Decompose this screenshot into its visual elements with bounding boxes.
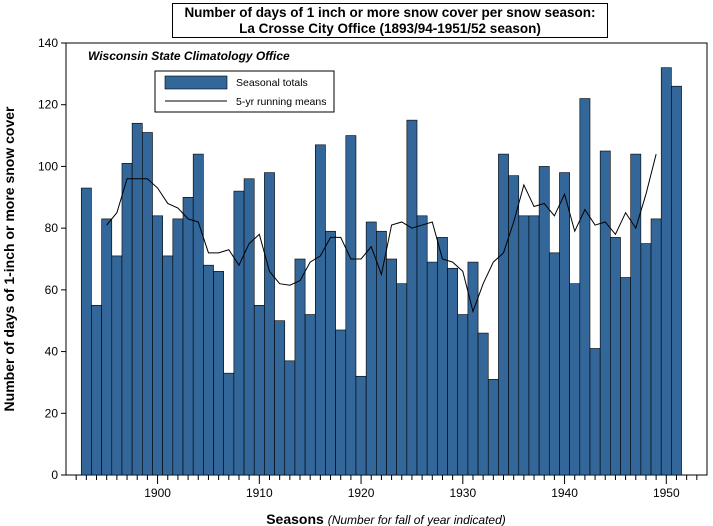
bar [610, 237, 621, 476]
bar [223, 372, 235, 476]
bar [365, 221, 377, 476]
chart-title: Number of days of 1 inch or more snow co… [184, 5, 596, 20]
bar [121, 163, 133, 476]
bar [182, 196, 194, 476]
bar [264, 172, 275, 476]
x-tick-label: 1950 [653, 486, 680, 500]
bar [416, 215, 428, 476]
y-tick-label: 80 [45, 221, 59, 235]
x-tick-label: 1920 [348, 486, 375, 500]
bar [131, 122, 143, 476]
bar [213, 271, 224, 476]
bar [152, 215, 163, 476]
bar [243, 178, 255, 476]
bar [437, 237, 448, 476]
bar [233, 190, 245, 476]
bar [91, 304, 102, 476]
bar [457, 314, 469, 476]
x-tick-label: 1900 [144, 486, 171, 500]
legend-swatch-bar [164, 75, 228, 90]
y-tick-label: 140 [38, 36, 58, 50]
bar [304, 314, 316, 476]
y-axis: 0 20 40 60 80 100 120 140 [38, 36, 66, 482]
y-tick-label: 120 [38, 98, 58, 112]
bar [80, 187, 92, 476]
bar [314, 144, 326, 476]
y-tick-label: 40 [45, 345, 59, 359]
legend-label-bar: Seasonal totals [236, 77, 308, 89]
bar [559, 172, 570, 476]
bar [426, 261, 438, 476]
x-tick-label: 1930 [449, 486, 476, 500]
bar [376, 230, 387, 476]
bar [325, 230, 336, 476]
running-mean-series [106, 153, 657, 314]
bar [660, 67, 672, 476]
y-tick-label: 20 [45, 406, 59, 420]
bar [162, 255, 174, 476]
running-mean-line [106, 153, 657, 314]
bar [172, 218, 184, 476]
bar [650, 218, 662, 476]
x-tick-label: 1940 [551, 486, 578, 500]
bar [498, 153, 509, 476]
bar [630, 153, 642, 476]
bar [355, 375, 367, 476]
legend-label-line: 5-yr running means [236, 96, 326, 108]
bar [477, 332, 489, 476]
bar [548, 252, 560, 476]
bar [406, 119, 418, 476]
y-tick-label: 60 [45, 283, 59, 297]
bar [538, 166, 550, 476]
bar [192, 153, 204, 476]
y-tick-label: 0 [51, 468, 58, 482]
bar [386, 258, 397, 476]
legend: Seasonal totals 5-yr running means [154, 70, 335, 113]
y-axis-title: Number of days of 1-inch or more snow co… [1, 106, 17, 412]
bar-series [80, 67, 682, 476]
x-tick-label: 1910 [246, 486, 273, 500]
bar [345, 135, 357, 476]
bar [528, 215, 540, 476]
x-axis: 1900 1910 1920 1930 1940 1950 [75, 475, 698, 500]
bar [589, 348, 601, 476]
chart-subtitle: La Crosse City Office (1893/94-1951/52 s… [239, 21, 541, 36]
bar [487, 379, 499, 476]
chart-title-box: Number of days of 1 inch or more snow co… [172, 3, 608, 38]
bar [671, 85, 682, 476]
bar [274, 320, 286, 476]
y-tick-label: 100 [38, 159, 58, 173]
bar [620, 277, 631, 476]
bar [467, 261, 479, 476]
bar [447, 267, 459, 476]
bar [518, 215, 530, 476]
bar [203, 264, 214, 476]
bar [101, 218, 113, 476]
bar [396, 283, 408, 476]
bar [335, 329, 347, 476]
bar [640, 243, 652, 476]
x-axis-title-main: Seasons [266, 511, 324, 526]
x-axis-title: Seasons (Number for fall of year indicat… [266, 511, 506, 526]
bar [569, 283, 581, 476]
bar [284, 360, 296, 476]
bar [253, 304, 265, 476]
source-label: Wisconsin State Climatology Office [88, 49, 290, 63]
bar [142, 132, 153, 476]
bar [111, 255, 123, 476]
bar [579, 98, 591, 476]
bar [599, 150, 611, 476]
x-axis-title-note: (Number for fall of year indicated) [328, 513, 506, 526]
bar [294, 258, 306, 476]
